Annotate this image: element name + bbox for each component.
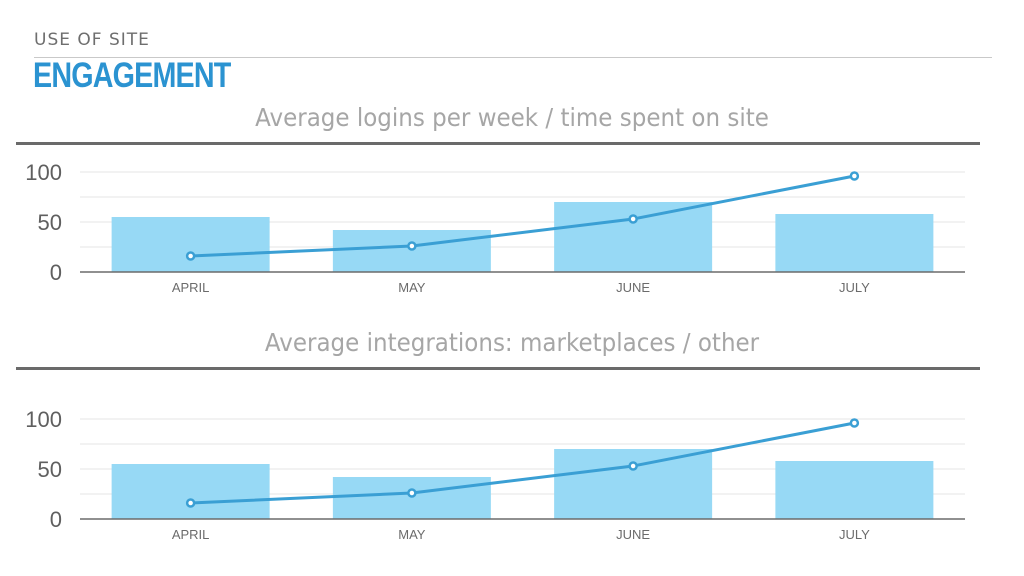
x-tick-label: JUNE	[616, 527, 650, 542]
section-label: USE OF SITE	[34, 30, 150, 50]
bar-may	[332, 230, 491, 272]
bar-june	[554, 202, 713, 272]
chart-1: 100 50 0 APRIL MAY JUNE JULY	[25, 160, 965, 295]
x-tick-label: APRIL	[172, 527, 210, 542]
bar-april	[111, 217, 270, 272]
chart-2: 100 50 0 APRIL MAY JUNE JULY	[25, 407, 965, 542]
line-point-june	[628, 214, 638, 224]
x-tick-label: MAY	[398, 527, 426, 542]
series-line	[190, 421, 855, 505]
y-tick-label: 50	[38, 457, 62, 482]
bar-april	[111, 464, 270, 519]
y-tick-label: 0	[50, 507, 62, 532]
line-point-july	[849, 171, 860, 181]
line-point-april	[185, 251, 196, 261]
line-point-june	[628, 461, 638, 471]
bar-july	[775, 214, 934, 272]
chart-2-title: Average integrations: marketplaces / oth…	[264, 328, 760, 357]
y-tick-label: 100	[25, 407, 62, 432]
line-point-may	[407, 241, 417, 251]
chart-1-title: Average logins per week / time spent on …	[255, 103, 769, 132]
y-tick-label: 50	[38, 210, 62, 235]
bar-july	[775, 461, 934, 519]
chart-1-divider	[16, 142, 980, 145]
header-divider	[34, 57, 992, 58]
bar-may	[332, 477, 491, 519]
bar-june	[554, 449, 713, 519]
x-tick-label: JULY	[839, 527, 870, 542]
y-tick-label: 0	[50, 260, 62, 285]
x-tick-label: APRIL	[172, 280, 210, 295]
x-tick-label: MAY	[398, 280, 426, 295]
series-line	[190, 174, 855, 258]
x-tick-label: JUNE	[616, 280, 650, 295]
chart-2-divider	[16, 367, 980, 370]
y-tick-label: 100	[25, 160, 62, 185]
line-point-may	[407, 488, 417, 498]
line-point-april	[185, 498, 196, 508]
line-point-july	[849, 418, 860, 428]
page-title: ENGAGEMENT	[33, 56, 231, 95]
x-tick-label: JULY	[839, 280, 870, 295]
